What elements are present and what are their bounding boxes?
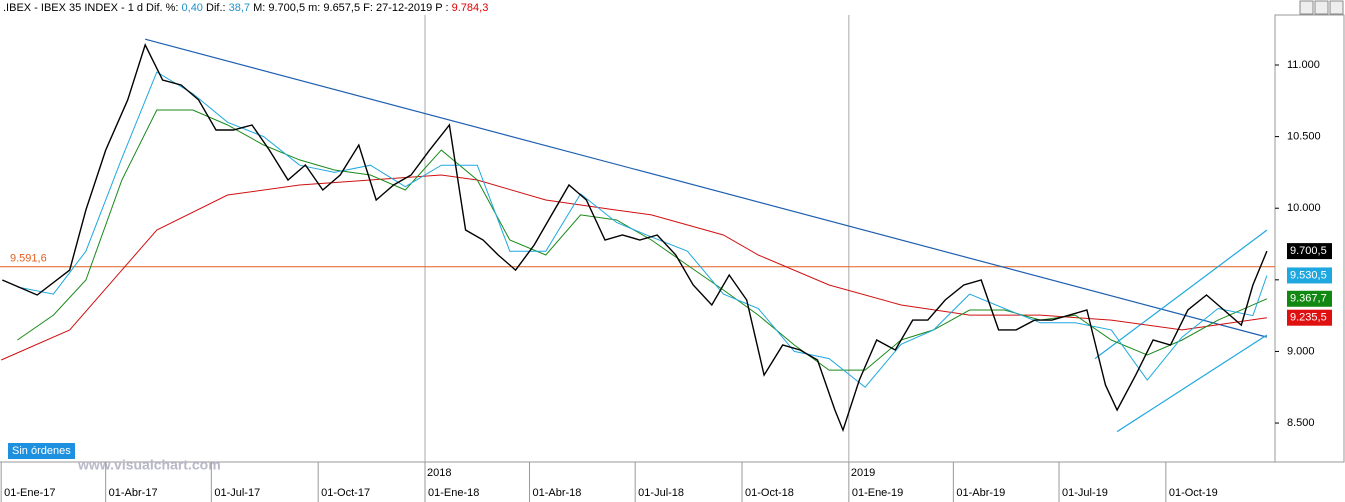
header-part: 0,40 — [182, 2, 203, 14]
x-tick-label: 01-Jul-18 — [638, 487, 684, 499]
x-tick-label: 01-Ene-19 — [852, 487, 903, 499]
x-tick-label: 01-Ene-18 — [428, 487, 479, 499]
button-minimize[interactable] — [1299, 0, 1314, 15]
x-tick-label: 01-Abr-19 — [956, 487, 1005, 499]
button-maximize[interactable] — [1314, 0, 1329, 15]
header-part: M: 9.700,5 m: 9.657,5 F: 27-12-2019 P : — [250, 2, 452, 14]
y-tick-label: 8.500 — [1287, 417, 1315, 429]
status-text: Sin órdenes — [12, 445, 71, 457]
x-tick-label: 01-Oct-17 — [321, 487, 370, 499]
year-label: 2019 — [851, 467, 875, 479]
last-value-box — [1287, 243, 1332, 260]
level-label: 9.591,6 — [10, 253, 47, 265]
x-tick-label: 01-Oct-18 — [745, 487, 794, 499]
x-tick-label: 01-Ene-17 — [4, 487, 55, 499]
x-tick-label: 01-Jul-17 — [214, 487, 260, 499]
x-tick-label: 01-Abr-18 — [533, 487, 582, 499]
y-tick-label: 10.000 — [1287, 202, 1321, 214]
header-part: .IBEX - IBEX 35 INDEX - 1 d Dif. %: — [3, 2, 182, 14]
x-tick-label: 01-Oct-19 — [1169, 487, 1218, 499]
header-part: 9.784,3 — [452, 2, 489, 14]
trendline — [1094, 229, 1268, 360]
window-buttons[interactable] — [1299, 0, 1344, 15]
series-line — [2, 43, 1268, 433]
x-tick-label: 01-Abr-17 — [109, 487, 158, 499]
last-value-box — [1287, 290, 1332, 307]
status-box — [8, 443, 75, 459]
y-tick-label: 10.500 — [1287, 131, 1321, 143]
last-value-label: 9.530,5 — [1290, 269, 1327, 281]
y-tick-label: 9.000 — [1287, 345, 1315, 357]
last-value-box — [1287, 309, 1332, 326]
trendline — [1116, 334, 1268, 433]
last-value-label: 9.367,7 — [1290, 293, 1327, 305]
series-line — [0, 174, 1267, 361]
last-value-box — [1287, 267, 1332, 284]
last-value-label: 9.235,5 — [1290, 312, 1327, 324]
button-close[interactable] — [1329, 0, 1344, 15]
y-tick-label: 11.000 — [1287, 59, 1320, 71]
header-part: Dif.: — [203, 2, 229, 14]
last-value-label: 9.700,5 — [1290, 245, 1327, 257]
watermark: www.visualchart.com — [77, 457, 221, 473]
trendline — [144, 38, 1268, 338]
x-tick-label: 01-Jul-19 — [1062, 487, 1108, 499]
year-label: 2018 — [427, 467, 451, 479]
price-axis-panel — [1274, 14, 1345, 463]
header-part: 38,7 — [229, 2, 250, 14]
header: .IBEX - IBEX 35 INDEX - 1 d Dif. %: 0,40… — [3, 2, 488, 14]
